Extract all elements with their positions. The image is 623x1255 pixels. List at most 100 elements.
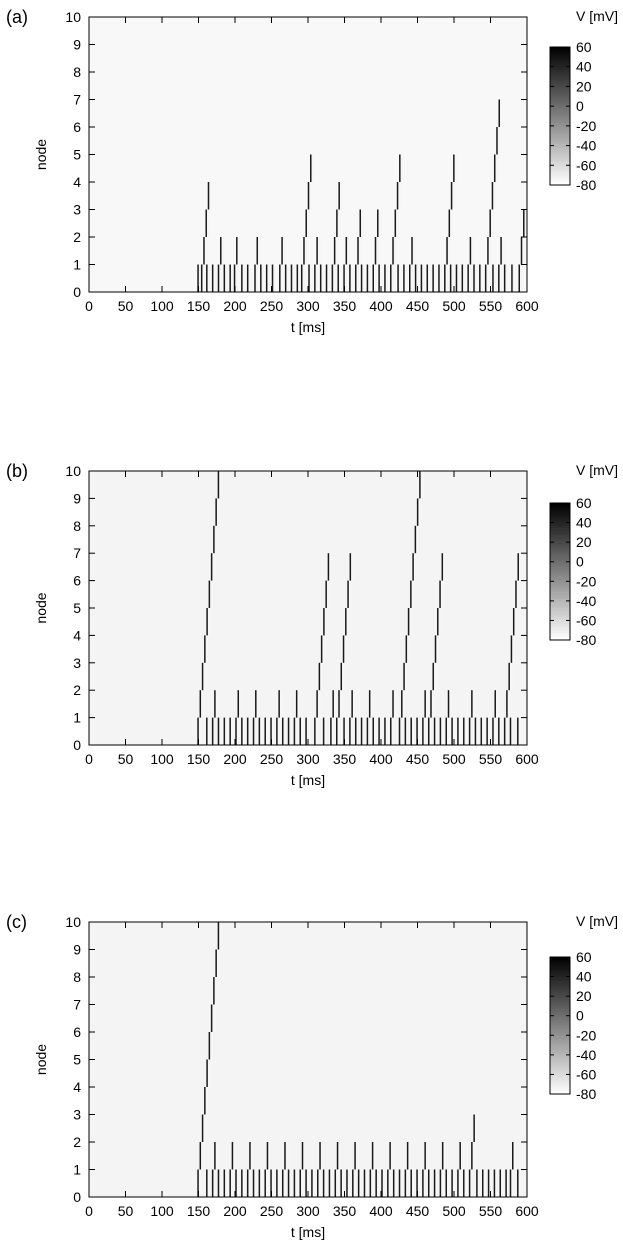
x-tick-label: 50	[118, 751, 134, 767]
colorbar-step	[550, 968, 570, 972]
spike-peak	[237, 690, 240, 718]
colorbar-tick-label: 0	[576, 554, 584, 570]
colorbar-step	[550, 132, 570, 135]
spike-peak	[305, 717, 307, 745]
spike-tail	[344, 264, 348, 292]
colorbar-step	[550, 521, 570, 524]
spike-peak	[205, 209, 207, 237]
spike-tail	[493, 717, 497, 745]
spike-peak	[517, 1169, 519, 1197]
spike-tail	[346, 237, 350, 265]
spike-tail	[348, 580, 352, 608]
spike-tail	[315, 717, 319, 745]
spike-tail	[451, 264, 455, 292]
spike-tail	[308, 182, 313, 210]
x-tick-label: 500	[442, 751, 466, 767]
spike-peak	[255, 690, 257, 718]
spike-tail	[404, 662, 408, 691]
colorbar-step	[550, 1027, 570, 1031]
spike-peak	[254, 264, 256, 292]
spike-peak	[296, 264, 299, 292]
spike-tail	[218, 922, 223, 950]
spike-peak	[303, 237, 305, 265]
spike-peak	[366, 717, 369, 745]
spike-tail	[338, 264, 342, 292]
spike-tail	[318, 1169, 322, 1197]
spike-peak	[445, 1169, 447, 1197]
colorbar-step	[550, 986, 570, 990]
spike-mark	[505, 1169, 510, 1197]
spike-peak	[322, 1169, 325, 1197]
colorbar-step	[550, 1064, 570, 1067]
colorbar-step	[550, 1025, 570, 1029]
spike-peak	[260, 264, 262, 292]
colorbar-step	[550, 1020, 570, 1024]
spike-tail	[326, 264, 331, 292]
spike-mark	[375, 1169, 380, 1197]
x-tick-label: 150	[187, 298, 211, 314]
spike-tail	[398, 182, 402, 210]
spike-mark	[410, 717, 415, 745]
colorbar-step	[550, 518, 570, 522]
spike-peak	[390, 264, 392, 292]
colorbar-step	[550, 560, 570, 563]
colorbar-step	[550, 72, 570, 75]
spike-mark	[258, 1169, 264, 1197]
spike-tail	[237, 237, 241, 265]
spike-mark	[409, 237, 416, 292]
colorbar-step	[550, 1055, 570, 1058]
spike-peak	[200, 264, 203, 292]
spike-tail	[416, 264, 420, 292]
colorbar-step	[550, 141, 570, 144]
colorbar-tick-label: 60	[576, 495, 592, 511]
spike-mark	[392, 1169, 398, 1197]
spike-tail	[344, 717, 348, 745]
y-tick-label: 2	[73, 682, 81, 698]
spike-tail	[294, 717, 299, 745]
spike-mark	[384, 717, 389, 745]
spike-peak	[281, 1169, 284, 1197]
spike-mark	[200, 182, 213, 292]
spike-tail	[519, 264, 523, 292]
spike-peak	[213, 977, 215, 1005]
spike-peak	[340, 662, 343, 691]
colorbar-tick-label: -80	[576, 1086, 596, 1102]
spike-peak	[217, 471, 220, 499]
colorbar-step	[550, 573, 570, 577]
spike-mark	[486, 717, 491, 745]
spike-tail	[286, 264, 290, 292]
colorbar-step	[550, 957, 570, 960]
spike-tail	[452, 717, 456, 745]
spike-tail	[480, 264, 484, 292]
spike-peak	[217, 717, 220, 745]
x-tick-label: 350	[333, 1203, 357, 1219]
spike-peak	[336, 717, 338, 745]
spike-tail	[331, 717, 335, 745]
spike-peak	[258, 717, 261, 745]
spike-peak	[510, 635, 513, 663]
spike-peak	[214, 690, 216, 718]
spike-peak	[206, 608, 208, 636]
spike-peak	[411, 237, 413, 265]
spike-peak	[319, 264, 322, 292]
spike-mark	[354, 717, 360, 745]
spike-mark	[503, 553, 522, 745]
spike-tail	[242, 717, 246, 745]
spike-tail	[417, 1169, 421, 1197]
spike-peak	[414, 525, 417, 554]
spike-peak	[451, 717, 453, 745]
spike-tail	[248, 1169, 252, 1197]
colorbar-step	[550, 1043, 570, 1047]
spike-peak	[258, 1169, 261, 1197]
spike-tail	[198, 264, 202, 292]
colorbar-step	[550, 961, 570, 965]
spike-peak	[311, 1169, 313, 1197]
spike-tail	[238, 690, 242, 718]
spike-mark	[271, 264, 277, 292]
colorbar: 60 40 20 0 -20 -40 -60 -80	[549, 495, 596, 648]
colorbar-step	[550, 530, 570, 534]
spike-mark	[229, 264, 234, 292]
spike-tail	[494, 1169, 499, 1197]
colorbar-step	[550, 1007, 570, 1010]
colorbar-step	[550, 592, 570, 595]
